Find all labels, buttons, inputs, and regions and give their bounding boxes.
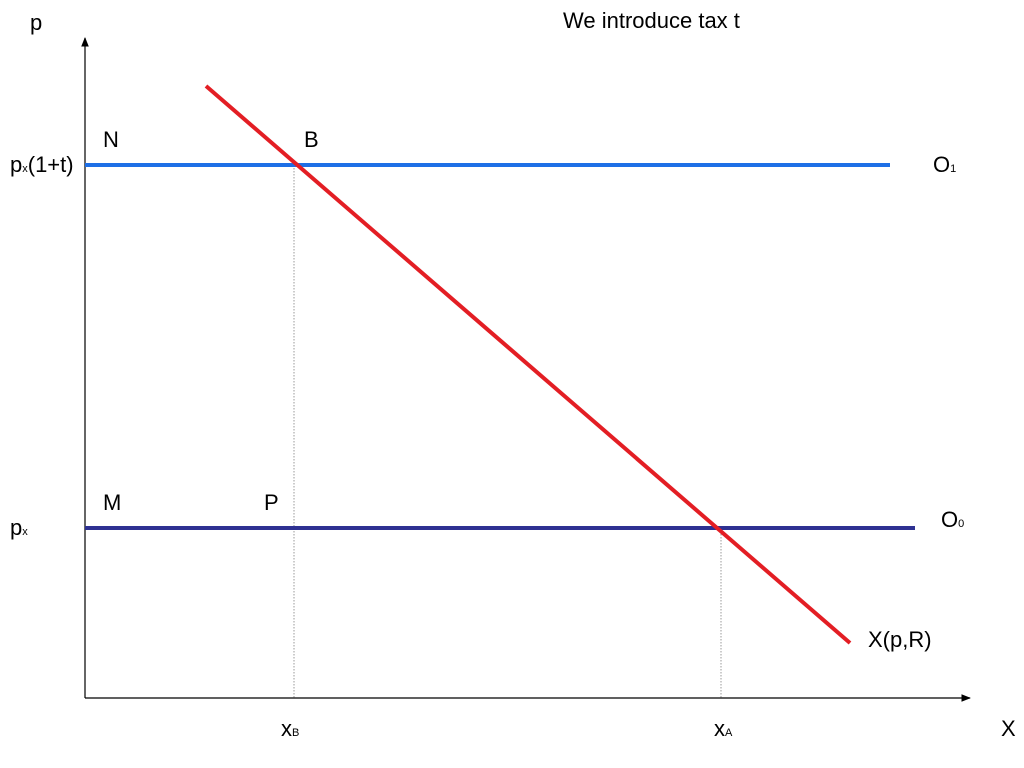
y-tick-low-base: p	[10, 515, 23, 540]
y-tick-high-sub: x	[22, 163, 28, 175]
curve-label-o0: O0	[941, 509, 964, 531]
curve-label-o0-sub: 0	[958, 518, 965, 530]
x-tick-b-base: x	[281, 716, 292, 741]
x-tick-b: xB	[281, 718, 299, 740]
curve-label-o1-sub: 1	[950, 163, 957, 175]
y-tick-high-rest: (1+t)	[27, 152, 74, 177]
y-tick-high: px(1+t)	[10, 154, 74, 176]
demand-line	[204, 84, 852, 645]
point-label-b: B	[304, 127, 319, 152]
y-tick-low-sub: x	[22, 526, 28, 538]
curve-label-o1-base: O	[933, 152, 951, 177]
curve-label-o1: O1	[933, 154, 956, 176]
diagram-title: We introduce tax t	[563, 8, 740, 33]
point-label-m: M	[103, 490, 122, 515]
x-tick-a-base: x	[714, 716, 725, 741]
point-label-n: N	[103, 127, 119, 152]
x-axis-label: X	[1001, 716, 1016, 741]
x-tick-b-sub: B	[292, 727, 300, 739]
y-tick-low: px	[10, 517, 28, 539]
point-label-p: P	[264, 490, 279, 515]
y-axis-label: p	[30, 10, 43, 35]
curve-label-demand: X(p,R)	[868, 627, 932, 652]
x-tick-a: xA	[714, 718, 732, 740]
x-tick-a-sub: A	[725, 727, 733, 739]
y-tick-high-base: p	[10, 152, 23, 177]
curve-label-o0-base: O	[941, 507, 959, 532]
